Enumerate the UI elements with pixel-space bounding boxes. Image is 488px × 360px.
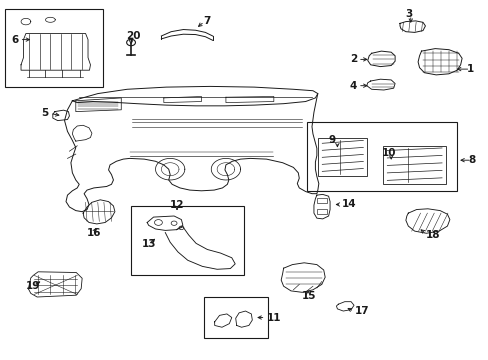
Text: 2: 2 — [349, 54, 356, 64]
Text: 8: 8 — [467, 155, 474, 165]
Text: 17: 17 — [354, 306, 369, 316]
Bar — [316, 198, 326, 203]
Text: 6: 6 — [11, 35, 19, 45]
Bar — [383, 146, 445, 184]
Text: 1: 1 — [466, 64, 473, 74]
Bar — [306, 122, 456, 191]
Text: 13: 13 — [142, 239, 156, 249]
Text: 11: 11 — [266, 312, 281, 323]
Text: 3: 3 — [404, 9, 411, 19]
Text: 5: 5 — [41, 108, 49, 118]
Bar — [5, 9, 102, 87]
Text: 12: 12 — [170, 200, 184, 210]
Bar — [204, 297, 267, 338]
Bar — [316, 209, 326, 214]
Text: 18: 18 — [425, 230, 439, 240]
Text: 10: 10 — [381, 148, 395, 158]
Bar — [131, 206, 244, 275]
Text: 20: 20 — [126, 31, 141, 41]
Text: 19: 19 — [25, 281, 40, 291]
Text: 9: 9 — [328, 135, 335, 145]
Bar — [318, 138, 366, 176]
Text: 7: 7 — [203, 16, 210, 26]
Text: 16: 16 — [87, 228, 102, 238]
Text: 4: 4 — [349, 81, 356, 91]
Text: 15: 15 — [302, 291, 316, 301]
Text: 14: 14 — [342, 199, 356, 210]
